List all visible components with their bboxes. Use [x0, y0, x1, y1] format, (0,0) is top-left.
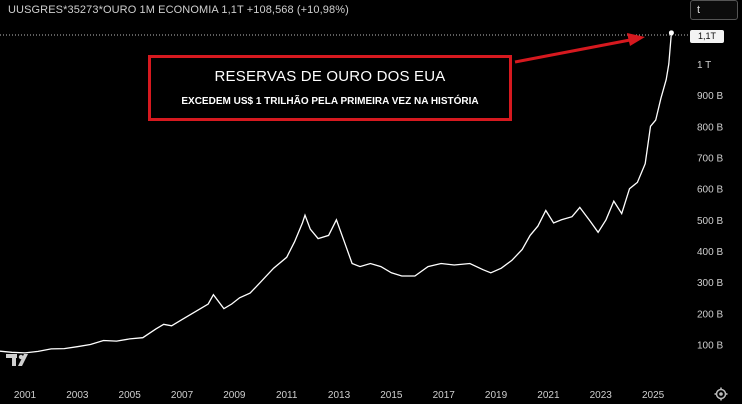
symbol-search-input[interactable]: t — [690, 0, 738, 20]
y-tick-label: 600 B — [697, 185, 723, 196]
x-tick-label: 2013 — [328, 390, 351, 401]
y-tick-label: 100 B — [697, 341, 723, 352]
x-tick-label: 2007 — [171, 390, 194, 401]
y-tick-label: 1 T — [697, 60, 711, 71]
x-tick-label: 2001 — [14, 390, 37, 401]
red-arrow — [514, 33, 645, 64]
y-tick-label: 700 B — [697, 154, 723, 165]
y-tick-label: 500 B — [697, 216, 723, 227]
x-tick-label: 2005 — [119, 390, 142, 401]
y-tick-label: 400 B — [697, 247, 723, 258]
x-tick-label: 2019 — [485, 390, 508, 401]
x-tick-label: 2015 — [380, 390, 403, 401]
x-tick-label: 2011 — [276, 390, 298, 401]
x-tick-label: 2025 — [642, 390, 665, 401]
y-tick-label: 900 B — [697, 91, 723, 102]
price-badge: 1,1T — [690, 30, 724, 43]
x-tick-label: 2023 — [590, 390, 613, 401]
last-price-point — [668, 30, 674, 36]
x-axis: 2001 2003 2005 2007 2009 2011 2013 2015 2017 2019… — [14, 390, 665, 401]
x-tick-label: 2003 — [66, 390, 89, 401]
callout-subtitle: EXCEDEM US$ 1 TRILHÃO PELA PRIMEIRA VEZ … — [181, 96, 479, 107]
x-tick-label: 2009 — [223, 390, 246, 401]
gear-icon[interactable] — [714, 387, 728, 401]
y-tick-label: 800 B — [697, 122, 723, 133]
callout-title: RESERVAS DE OURO DOS EUA — [214, 68, 446, 85]
y-tick-label: 300 B — [697, 278, 723, 289]
callout-box: RESERVAS DE OURO DOS EUA EXCEDEM US$ 1 T… — [148, 55, 512, 121]
y-tick-label: 200 B — [697, 309, 723, 320]
gold-reserves-line — [0, 32, 673, 354]
x-tick-label: 2021 — [537, 390, 560, 401]
x-tick-label: 2017 — [433, 390, 456, 401]
chart-header: UUSGRES*35273*OURO 1M ECONOMIA 1,1T +108… — [8, 4, 349, 16]
y-axis: 100 B 200 B 300 B 400 B 500 B 600 B 700 B 800 B… — [697, 60, 723, 352]
tradingview-logo[interactable] — [6, 352, 36, 373]
